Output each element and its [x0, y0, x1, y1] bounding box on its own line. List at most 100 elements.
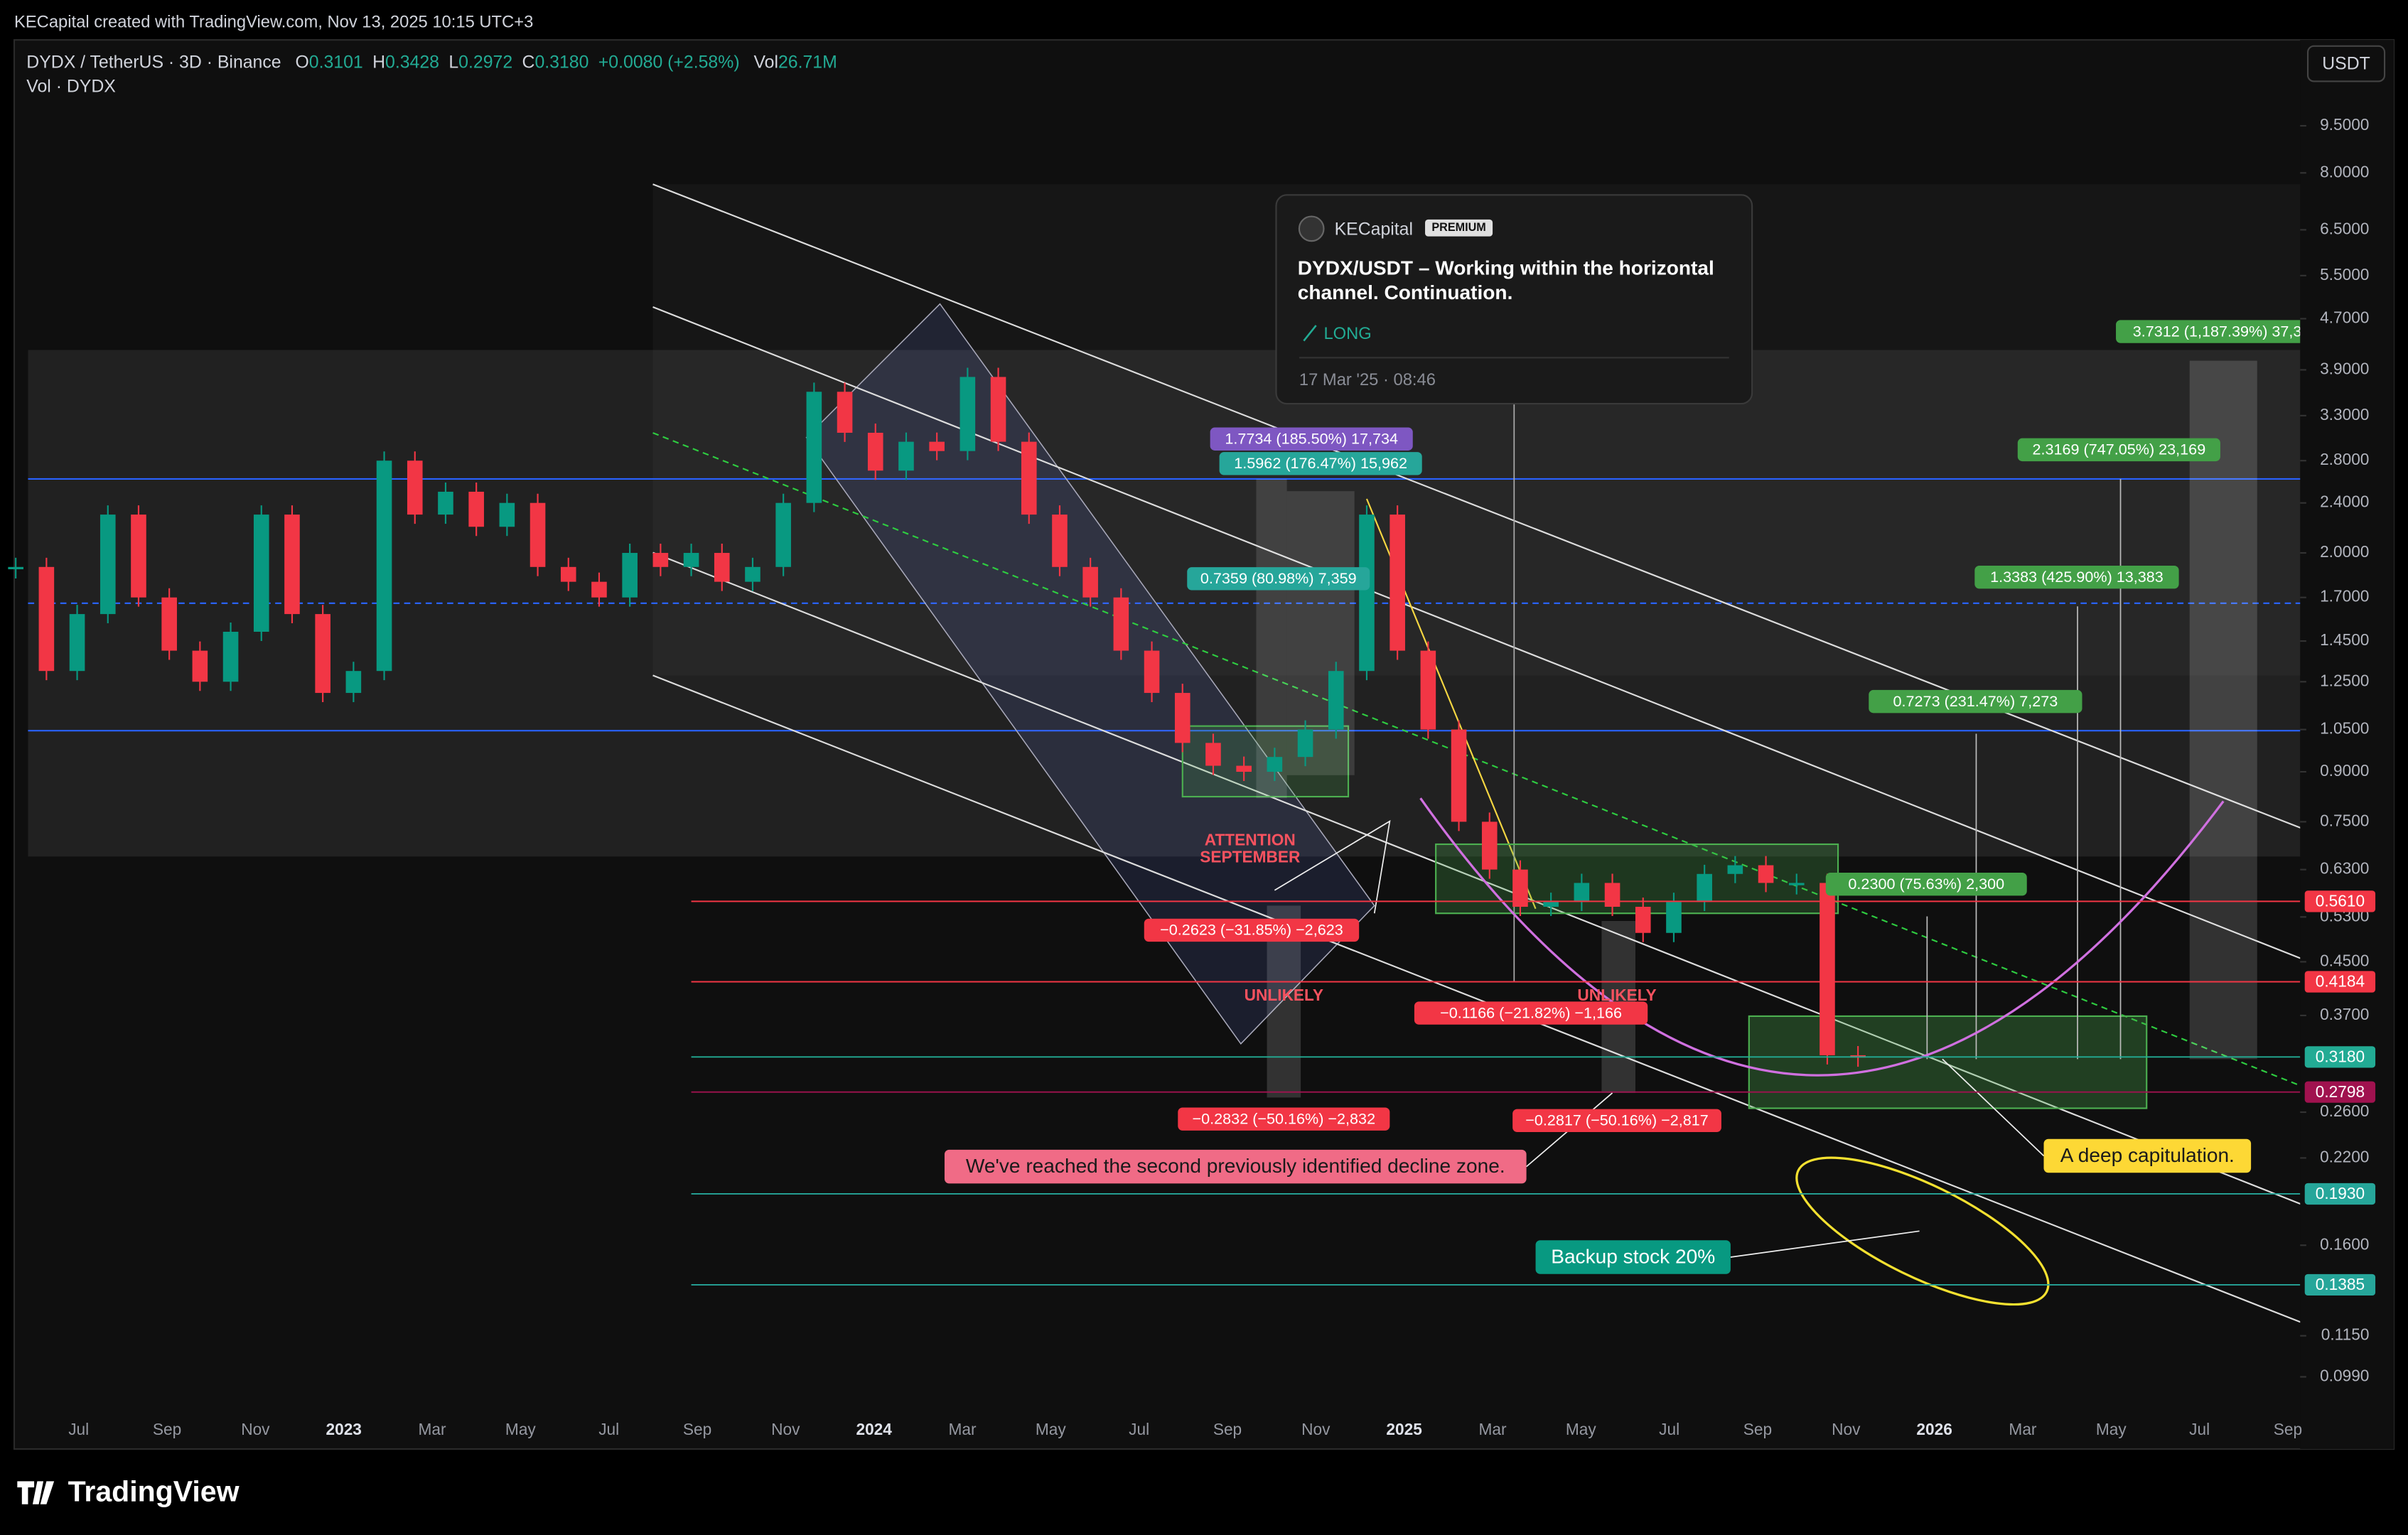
zone-box — [1748, 1015, 2148, 1109]
y-tick-label: 2.4000 — [2320, 492, 2369, 511]
candle — [161, 597, 177, 651]
currency-button[interactable] — [2306, 45, 2386, 82]
note-label: 0.2300 (75.63%) 2,300 — [1848, 875, 2004, 893]
annotations: 1.7734 (185.50%) 17,734 1.5962 (176.47%) … — [944, 320, 2319, 1274]
avatar — [1298, 215, 1325, 242]
candle — [1021, 441, 1037, 515]
price-badge — [2304, 1081, 2376, 1103]
x-tick-label: Sep — [1743, 1420, 1772, 1438]
ellipse — [1795, 1156, 2050, 1306]
candle — [714, 553, 730, 582]
x-tick-label: Jul — [598, 1420, 619, 1438]
measure-bar — [1286, 491, 1355, 775]
candle — [683, 553, 699, 567]
note-label: We've reached the second previously iden… — [966, 1155, 1505, 1177]
indicator-label: Vol · DYDX — [26, 77, 116, 97]
idea-popup[interactable]: KECapital PREMIUM DYDX/USDT – Working wi… — [1275, 194, 1753, 405]
y-tick-label: 0.2200 — [2320, 1147, 2369, 1165]
x-tick-label: Nov — [241, 1420, 270, 1438]
note-label: 1.7734 (185.50%) 17,734 — [1225, 430, 1398, 448]
axes: 9.5000 8.0000 6.5000 5.5000 4.7000 3.9000 3.30… — [68, 115, 2376, 1438]
x-tick-label: 2023 — [326, 1420, 361, 1438]
candle — [315, 614, 330, 694]
ohlc-value: 0.3101 — [309, 53, 363, 72]
x-tick-label: May — [1566, 1420, 1596, 1438]
ohlc-label: H — [372, 53, 385, 72]
candle — [1820, 883, 1835, 1055]
ohlc-label: O — [295, 53, 308, 72]
x-tick-label: Jul — [68, 1420, 89, 1438]
note-box — [1144, 918, 1360, 942]
y-tick-label: 0.1600 — [2320, 1234, 2369, 1253]
candle — [1666, 902, 1682, 933]
note-box — [2017, 438, 2220, 462]
currency-button-label[interactable]: USDT — [2322, 54, 2370, 73]
volume-value: 26.71M — [778, 53, 837, 72]
ohlc-value: 0.3428 — [385, 53, 439, 72]
price-badge-label: 0.5610 — [2316, 891, 2365, 910]
price-badge-label: 0.1385 — [2316, 1275, 2365, 1293]
y-tick-label: 0.4500 — [2320, 951, 2369, 969]
y-tick-label: 1.4500 — [2320, 630, 2369, 649]
y-tick-label: 1.0500 — [2320, 719, 2369, 738]
pointer — [1730, 1230, 1920, 1258]
footer: TradingView — [17, 1475, 240, 1508]
note-box — [1210, 427, 1413, 451]
x-tick-label: May — [505, 1420, 536, 1438]
note-label: 0.7273 (231.47%) 7,273 — [1893, 692, 2058, 710]
x-tick-label: 2025 — [1386, 1420, 1421, 1438]
candle — [1113, 597, 1129, 651]
price-axis — [2300, 40, 2394, 1450]
x-tick-label: Sep — [153, 1420, 181, 1438]
y-tick-label: 0.2600 — [2320, 1102, 2369, 1120]
candle — [960, 377, 976, 451]
x-tick-label: Sep — [1213, 1420, 1242, 1438]
author[interactable]: KECapital — [1335, 220, 1413, 239]
x-tick-label: Sep — [683, 1420, 711, 1438]
note-box — [2043, 1138, 2252, 1173]
logo-mark — [17, 1481, 55, 1504]
y-tick-label: 3.9000 — [2320, 359, 2369, 377]
note-text: SEPTEMBER — [1200, 847, 1300, 866]
candle — [345, 671, 362, 694]
arc — [1419, 797, 2225, 1077]
credit: KECapital created with TradingView.com, … — [14, 13, 533, 32]
note-label: A deep capitulation. — [2060, 1144, 2235, 1166]
note-box — [1535, 1240, 1731, 1274]
note-text: UNLIKELY — [1245, 986, 1323, 1004]
price-badge — [2304, 890, 2376, 912]
y-tick-label: 4.7000 — [2320, 308, 2369, 326]
ohlc-value: 0.3180 — [534, 53, 588, 72]
channel-line — [652, 306, 2304, 961]
price-badge — [2304, 971, 2376, 993]
y-tick-label: 1.7000 — [2320, 587, 2369, 605]
note-text: UNLIKELY — [1577, 986, 1656, 1004]
note-box — [1219, 452, 1422, 475]
y-tick-label: 8.0000 — [2320, 162, 2369, 181]
mid-line — [652, 432, 2304, 1088]
plot — [8, 367, 2301, 1286]
candle — [376, 460, 392, 672]
price-badge — [2304, 1046, 2376, 1068]
candle — [530, 502, 546, 567]
candle — [775, 502, 791, 567]
y-tick-label: 2.0000 — [2320, 542, 2369, 561]
note-box — [1187, 567, 1370, 591]
candle — [407, 460, 423, 515]
y-tick-label: 1.2500 — [2320, 671, 2369, 689]
y-tick-label: 9.5000 — [2320, 115, 2369, 134]
candle — [1174, 693, 1190, 743]
candle — [1574, 883, 1590, 903]
y-tick-label: 3.3000 — [2320, 405, 2369, 424]
candle — [499, 502, 515, 527]
x-tick-label: Jul — [1659, 1420, 1679, 1438]
candle — [806, 392, 822, 503]
popup-card[interactable] — [1275, 194, 1753, 405]
symbol: DYDX / TetherUS · 3D · Binance — [26, 53, 281, 72]
candle — [69, 614, 85, 672]
note-label: −0.2832 (−50.16%) −2,832 — [1193, 1109, 1376, 1127]
note-label: 1.5962 (176.47%) 15,962 — [1234, 454, 1407, 472]
ohlc-label: C — [522, 53, 535, 72]
candle — [990, 377, 1006, 442]
